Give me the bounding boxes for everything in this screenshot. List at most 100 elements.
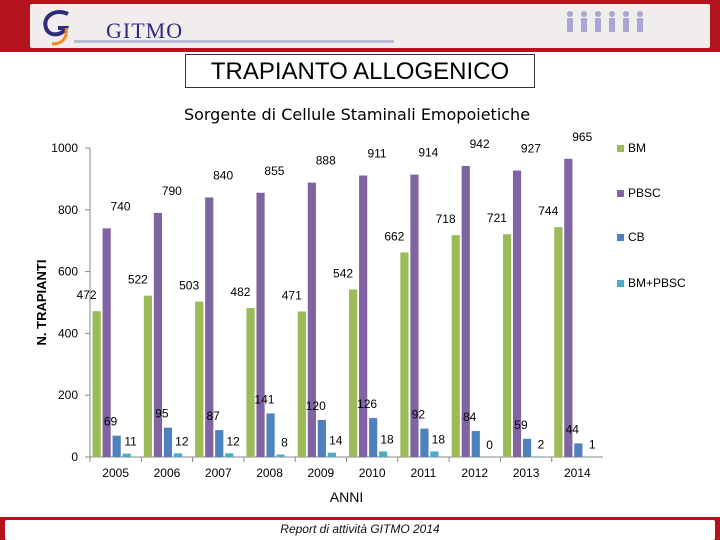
x-tick-label: 2006 — [154, 466, 181, 480]
bar-bm — [297, 311, 306, 457]
data-label: 1 — [589, 438, 596, 452]
bar-bm-pbsc — [173, 453, 183, 457]
data-label: 44 — [566, 422, 580, 436]
data-label: 911 — [367, 147, 386, 161]
bar-bm — [246, 308, 255, 457]
gitmo-logo-icon — [43, 9, 70, 46]
data-label: 740 — [111, 199, 131, 213]
data-label: 888 — [316, 154, 336, 168]
y-tick-label: 800 — [58, 203, 78, 217]
bar-cb — [420, 428, 429, 457]
x-tick-label: 2010 — [359, 466, 386, 480]
data-label: 927 — [521, 142, 541, 156]
data-label: 0 — [486, 438, 493, 452]
legend-swatch — [617, 145, 624, 152]
data-label: 8 — [281, 436, 288, 450]
data-label: 14 — [329, 434, 343, 448]
y-tick-label: 400 — [58, 326, 78, 340]
bar-pbsc — [512, 170, 522, 457]
data-label: 12 — [226, 434, 240, 448]
bar-pbsc — [102, 228, 111, 457]
data-label: 471 — [282, 288, 302, 302]
data-label: 542 — [333, 267, 353, 281]
bar-bm — [195, 301, 204, 457]
bar-pbsc — [564, 158, 573, 457]
slide-title-box: TRAPIANTO ALLOGENICO — [185, 54, 535, 88]
bar-cb — [163, 427, 173, 457]
legend-label: BM — [628, 141, 646, 155]
x-tick-label: 2007 — [205, 466, 232, 480]
y-tick-label: 600 — [58, 265, 78, 279]
data-label: 503 — [179, 279, 199, 293]
data-label: 744 — [538, 204, 558, 218]
data-label: 141 — [254, 392, 274, 406]
people-icon — [567, 11, 643, 32]
data-label: 718 — [436, 212, 456, 226]
bar-bm-pbsc — [122, 453, 131, 457]
bar-bm — [349, 289, 358, 457]
data-label: 482 — [230, 285, 250, 299]
x-tick-label: 2011 — [411, 466, 437, 480]
data-label: 2 — [538, 437, 545, 451]
bar-pbsc — [205, 197, 214, 457]
bar-bm — [502, 234, 512, 457]
bar-cb — [112, 435, 121, 457]
bar-pbsc — [256, 192, 265, 457]
data-label: 965 — [572, 130, 592, 144]
legend-label: PBSC — [628, 186, 661, 200]
bar-cb — [266, 413, 275, 457]
bar-cb — [574, 443, 583, 457]
x-tick-label: 2008 — [256, 466, 283, 480]
x-tick-label: 2014 — [564, 466, 591, 480]
legend-label: BM+PBSC — [628, 276, 686, 290]
data-label: 92 — [412, 408, 426, 422]
bar-pbsc — [410, 174, 419, 457]
data-label: 18 — [380, 432, 394, 446]
bar-pbsc — [359, 175, 368, 457]
legend-swatch — [617, 280, 624, 287]
data-label: 790 — [162, 184, 182, 198]
bar-cb — [215, 430, 224, 457]
legend-swatch — [617, 190, 624, 197]
bar-bm — [92, 311, 101, 457]
data-label: 69 — [104, 415, 118, 429]
x-tick-label: 2005 — [102, 466, 129, 480]
chart-title: Sorgente di Cellule Staminali Emopoietic… — [184, 105, 530, 124]
bar-bm-pbsc — [276, 454, 285, 457]
y-tick-label: 1000 — [51, 141, 78, 155]
data-label: 120 — [306, 399, 326, 413]
data-label: 126 — [357, 397, 377, 411]
slide-title: TRAPIANTO ALLOGENICO — [210, 58, 510, 85]
x-tick-label: 2013 — [513, 466, 540, 480]
data-label: 95 — [155, 407, 169, 421]
logo-panel: GITMO — [30, 4, 710, 48]
bar-bm — [400, 252, 409, 457]
y-axis-label: N. TRAPIANTI — [34, 260, 49, 346]
x-axis-label: ANNI — [330, 489, 363, 505]
footer-text: Report di attività GITMO 2014 — [280, 522, 440, 536]
data-label: 914 — [418, 146, 438, 160]
data-label: 84 — [463, 410, 477, 424]
bar-bm — [143, 295, 153, 457]
data-label: 942 — [470, 137, 490, 151]
bar-pbsc — [461, 165, 470, 457]
bar-bm — [451, 235, 460, 457]
bar-pbsc — [153, 212, 163, 457]
bar-cb — [317, 419, 326, 457]
bar-bm-pbsc — [327, 452, 336, 457]
legend-swatch — [617, 234, 624, 241]
data-label: 12 — [175, 434, 189, 448]
bar-bm-pbsc — [532, 456, 542, 457]
data-label: 855 — [264, 164, 284, 178]
bar-bm-pbsc — [225, 453, 234, 457]
bar-pbsc — [307, 182, 316, 457]
data-label: 18 — [432, 432, 446, 446]
bar-cb — [471, 431, 480, 457]
x-tick-label: 2012 — [461, 466, 488, 480]
bar-cb — [369, 418, 378, 457]
bar-bm-pbsc — [379, 451, 388, 457]
bar-chart: Sorgente di Cellule Staminali Emopoietic… — [34, 105, 686, 505]
bar-bm-pbsc — [430, 451, 439, 457]
x-tick-label: 2009 — [307, 466, 334, 480]
logo-text: GITMO — [106, 18, 184, 43]
